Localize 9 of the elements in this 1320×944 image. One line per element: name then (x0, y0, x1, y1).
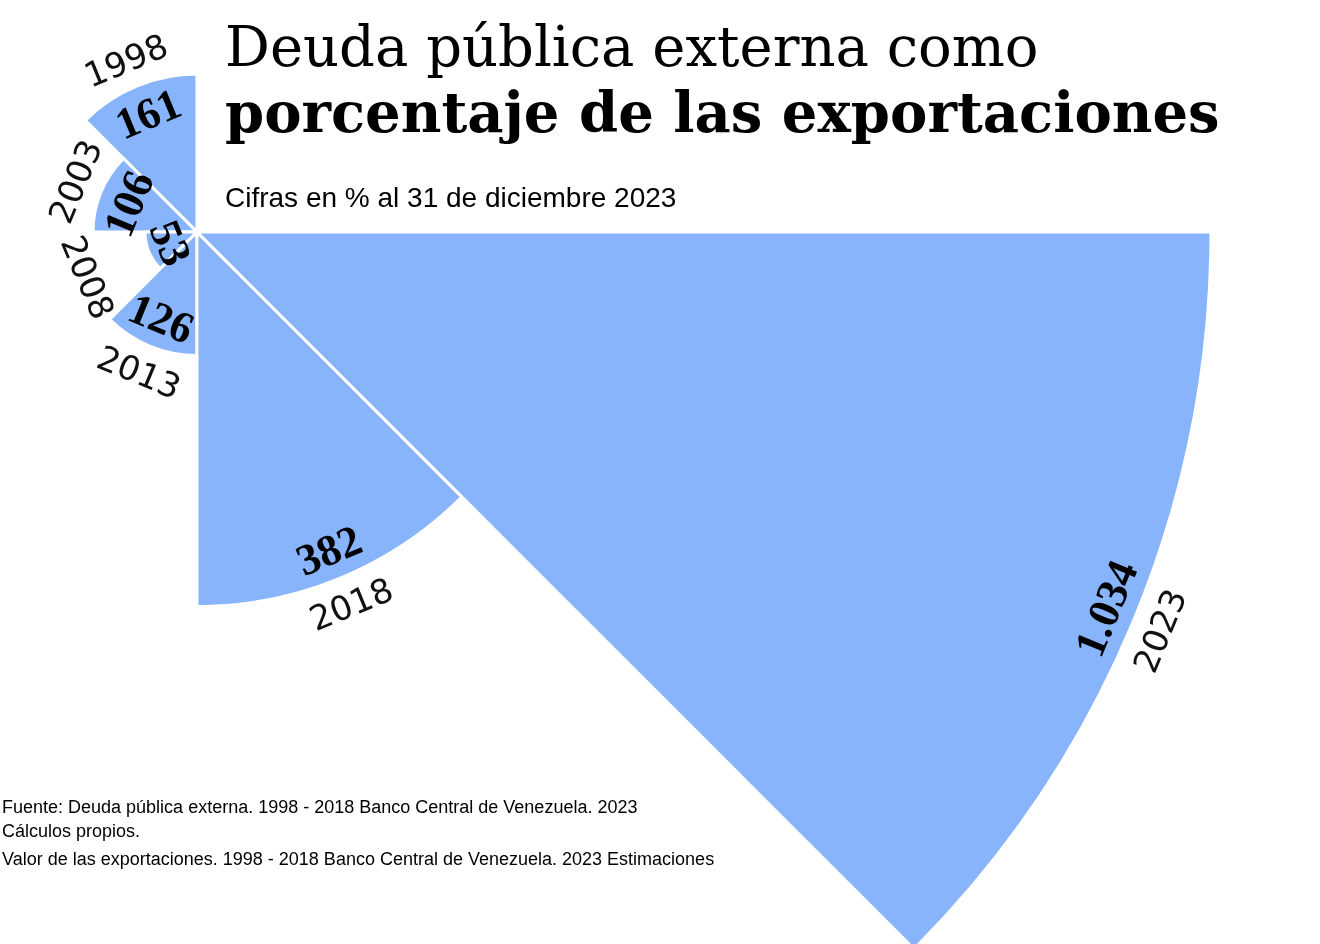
text: Deuda pública externa como porcentaje de las exportaciones (225, 13, 1220, 145)
text: Valor de las exportaciones. 1998 - 2018 Banco Central de Venezuela. 2023 Estimaciones (2, 849, 715, 869)
data-label: 126 (121, 283, 202, 354)
data-label: 53 (139, 213, 202, 273)
category-label: 2008 (52, 229, 124, 325)
text: Cifras en % al 31 de diciembre 2023 (225, 181, 677, 213)
data-label: 382 (289, 515, 369, 586)
data-label: 161 (108, 78, 188, 150)
source-note: Fuente: Deuda pública externa. 1998 - 2018 Banco Central de Venezuela. 2023 Cálculos propios. (2, 797, 643, 841)
